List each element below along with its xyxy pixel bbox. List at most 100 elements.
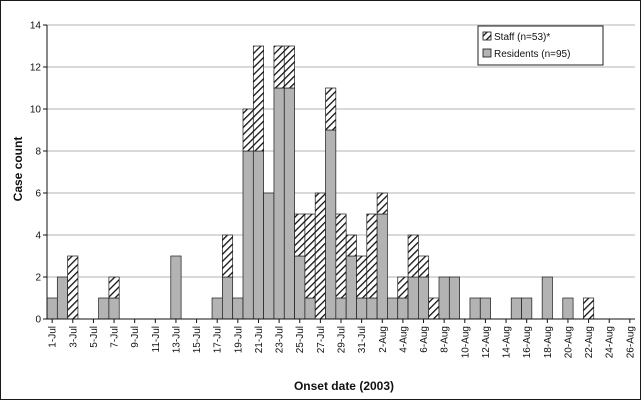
x-tick-label: 9-Jul [130, 326, 141, 348]
bar-residents [263, 192, 275, 320]
bar-staff [376, 192, 388, 215]
gridlines [47, 24, 635, 278]
bar-staff [356, 255, 368, 299]
bar-residents [356, 297, 368, 320]
bar-staff [108, 276, 120, 299]
bar-staff [314, 192, 326, 320]
bar-staff [366, 213, 378, 299]
bar-residents [438, 276, 450, 320]
x-tick-label: 19-Jul [233, 326, 244, 353]
y-tick-labels: 0 2 4 6 8 10 12 14 [30, 21, 42, 326]
bar-residents [170, 255, 182, 320]
x-tick-label: 27-Jul [316, 326, 327, 353]
bar-residents [541, 276, 553, 320]
bar-residents [397, 297, 409, 320]
x-tick-label: 26-Aug [625, 326, 636, 358]
x-tick-label: 24-Aug [605, 326, 616, 358]
legend-swatch-residents [482, 48, 492, 58]
x-tick-label: 8-Aug [440, 326, 451, 353]
bar-staff [325, 87, 337, 131]
bar-residents [387, 297, 399, 320]
bar-residents [521, 297, 533, 320]
bars [46, 45, 595, 320]
bar-residents [345, 255, 357, 320]
legend: Staff (n=53)* Residents (n=95) [477, 25, 604, 66]
bar-staff [397, 276, 409, 299]
x-tick-label: 7-Jul [110, 326, 121, 348]
legend-label-residents: Residents (n=95) [494, 49, 570, 60]
x-tick-label: 5-Jul [89, 326, 100, 348]
x-tick-label: 21-Jul [254, 326, 265, 353]
bar-residents [366, 297, 378, 320]
bar-residents [510, 297, 522, 320]
bar-residents [294, 255, 306, 320]
bar-residents [376, 213, 388, 320]
bar-residents [232, 297, 244, 320]
x-tick-label: 22-Aug [584, 326, 595, 358]
y-tick-label: 10 [30, 105, 42, 116]
bar-staff [304, 213, 316, 299]
x-tick-label: 10-Aug [460, 326, 471, 358]
bar-residents [108, 297, 120, 320]
bar-staff [407, 234, 419, 278]
x-axis-title: Onset date (2003) [294, 379, 394, 393]
x-tick-label: 31-Jul [357, 326, 368, 353]
bar-residents [242, 150, 254, 320]
bar-residents [479, 297, 491, 320]
bar-staff [273, 45, 285, 89]
x-tick-label: 14-Aug [502, 326, 513, 358]
bar-residents [469, 297, 481, 320]
bar-staff [67, 255, 79, 320]
bar-residents [222, 276, 234, 320]
bar-staff [242, 108, 254, 152]
bar-staff [283, 45, 295, 89]
x-tick-label: 2-Aug [378, 326, 389, 353]
x-tick-label: 23-Jul [275, 326, 286, 353]
bar-staff [335, 213, 347, 299]
x-tick-label: 15-Jul [192, 326, 203, 353]
bar-residents [448, 276, 460, 320]
bar-residents [56, 276, 68, 320]
bar-residents [46, 297, 58, 320]
x-tick-label: 3-Jul [68, 326, 79, 348]
x-tick-label: 25-Jul [295, 326, 306, 353]
x-tick-label: 13-Jul [171, 326, 182, 353]
bar-residents [283, 87, 295, 320]
bar-staff [583, 297, 595, 320]
bar-residents [273, 87, 285, 320]
x-tick-label: 6-Aug [419, 326, 430, 353]
x-tick-label: 18-Aug [543, 326, 554, 358]
bar-residents [418, 276, 430, 320]
bar-staff [294, 213, 306, 257]
axes [43, 24, 635, 323]
bar-residents [562, 297, 574, 320]
bar-residents [98, 297, 110, 320]
x-tick-label: 11-Jul [151, 326, 162, 353]
bar-staff [418, 255, 430, 278]
bar-staff [428, 297, 440, 320]
x-tick-label: 16-Aug [522, 326, 533, 358]
bar-staff [252, 45, 264, 152]
y-tick-label: 12 [30, 63, 42, 74]
bar-residents [407, 276, 419, 320]
legend-box [477, 25, 604, 66]
bar-residents [211, 297, 223, 320]
x-tick-label: 1-Jul [48, 326, 59, 348]
y-tick-label: 14 [30, 21, 42, 32]
legend-swatch-staff [482, 31, 492, 41]
y-tick-label: 6 [35, 189, 41, 200]
x-tick-labels: 1-Jul 3-Jul 5-Jul 7-Jul 9-Jul 11-Jul 13-Jul 15-… [48, 326, 637, 358]
legend-label-staff: Staff (n=53)* [494, 32, 550, 43]
y-tick-label: 4 [35, 231, 41, 242]
y-tick-label: 0 [35, 315, 41, 326]
bar-staff [345, 234, 357, 257]
bar-residents [335, 297, 347, 320]
y-axis-title: Case count [11, 137, 25, 202]
bar-residents [252, 150, 264, 320]
bar-residents [304, 297, 316, 320]
x-tick-label: 17-Jul [213, 326, 224, 353]
x-tick-label: 4-Aug [398, 326, 409, 353]
bar-residents [325, 129, 337, 320]
